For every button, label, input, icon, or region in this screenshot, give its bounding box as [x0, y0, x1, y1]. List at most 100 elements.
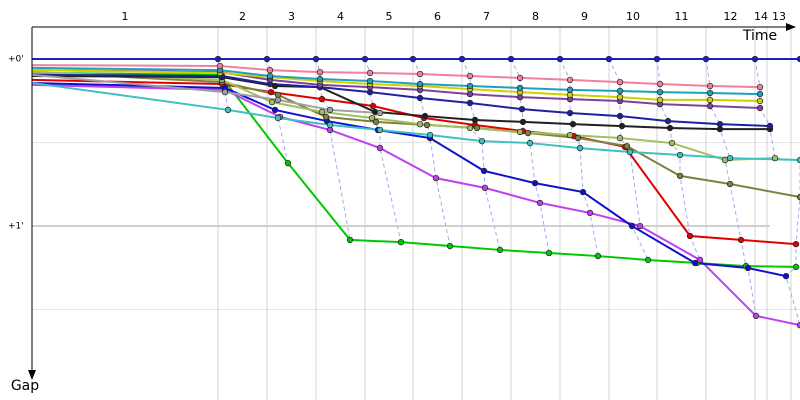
lap-label: 3	[288, 10, 295, 23]
lap-point	[737, 236, 745, 244]
lap-point	[756, 83, 764, 91]
lap-point	[481, 184, 489, 192]
lap-point	[566, 109, 574, 117]
lap-point	[566, 76, 574, 84]
lap-point	[466, 99, 474, 107]
lap-point	[656, 80, 664, 88]
lap-point	[676, 151, 684, 159]
lap-connector	[656, 58, 701, 264]
lap-point	[782, 272, 790, 280]
lap-point	[545, 249, 553, 257]
lap-point	[361, 55, 369, 63]
lap-point	[516, 84, 524, 92]
lap-point	[496, 246, 504, 254]
lap-point	[426, 131, 434, 139]
lap-point	[576, 144, 584, 152]
lap-point	[751, 55, 759, 63]
lap-point	[796, 156, 800, 164]
lap-point	[312, 55, 320, 63]
lap-point	[214, 55, 222, 63]
lap-point	[397, 238, 405, 246]
lap-point	[326, 121, 334, 129]
lap-point	[518, 105, 526, 113]
lap-point	[322, 113, 330, 121]
lap-point	[616, 78, 624, 86]
lap-point	[478, 137, 486, 145]
lap-point	[368, 114, 376, 122]
lap-point	[656, 88, 664, 96]
lap-point	[284, 159, 292, 167]
lap-point	[706, 82, 714, 90]
lap-label: 11	[675, 10, 689, 23]
lap-point	[446, 242, 454, 250]
lap-point	[792, 263, 800, 271]
lap-point	[526, 139, 534, 147]
lap-point	[473, 124, 481, 132]
lap-point	[318, 108, 326, 116]
lap-point	[766, 122, 774, 130]
lap-point	[471, 116, 479, 124]
lap-point	[706, 96, 714, 104]
lap-label: 6	[434, 10, 441, 23]
lap-point	[726, 154, 734, 162]
lap-point	[274, 96, 282, 104]
lap-point	[318, 95, 326, 103]
lap-point	[271, 106, 279, 114]
lap-point	[586, 209, 594, 217]
lap-point	[616, 87, 624, 95]
lap-point	[569, 120, 577, 128]
lap-point	[594, 252, 602, 260]
lap-label: 13	[772, 10, 786, 23]
lap-point	[636, 222, 644, 230]
lap-point	[516, 128, 524, 136]
lap-connector	[559, 58, 599, 257]
lap-point	[706, 102, 714, 110]
lap-point	[756, 104, 764, 112]
lap-point	[716, 120, 724, 128]
lap-point	[579, 188, 587, 196]
lap-point	[653, 55, 661, 63]
lap-point	[458, 55, 466, 63]
lap-point	[618, 122, 626, 130]
lap-point	[480, 167, 488, 175]
lap-point	[556, 55, 564, 63]
lap-point	[524, 129, 532, 137]
lap-point	[519, 118, 527, 126]
lap-point	[752, 312, 760, 320]
lap-point	[466, 72, 474, 80]
lap-label: 1	[122, 10, 129, 23]
lap-label: 10	[626, 10, 640, 23]
lap-point	[221, 88, 229, 96]
lap-point	[224, 106, 232, 114]
lap-point	[316, 75, 324, 83]
lap-point	[792, 240, 800, 248]
lap-point	[628, 222, 636, 230]
lap-point	[266, 66, 274, 74]
lap-label: 4	[337, 10, 344, 23]
y-axis-arrow	[28, 370, 36, 380]
lap-point	[516, 74, 524, 82]
lap-point	[376, 109, 384, 117]
lap-point	[466, 124, 474, 132]
lap-point	[372, 118, 380, 126]
lap-point	[432, 174, 440, 182]
lap-point	[267, 88, 275, 96]
lap-label: 2	[239, 10, 246, 23]
lap-point	[616, 134, 624, 142]
lap-point	[366, 77, 374, 85]
lap-point	[346, 236, 354, 244]
lap-point	[626, 148, 634, 156]
series-line	[31, 81, 787, 278]
lap-point	[376, 126, 384, 134]
lap-point	[691, 259, 699, 267]
lap-point	[466, 82, 474, 90]
lap-point	[423, 121, 431, 129]
lap-point	[371, 108, 379, 116]
lap-point	[605, 55, 613, 63]
lap-point	[416, 94, 424, 102]
lap-point	[771, 154, 779, 162]
lap-point	[686, 232, 694, 240]
lap-point	[668, 139, 676, 147]
lap-connector	[608, 58, 649, 261]
